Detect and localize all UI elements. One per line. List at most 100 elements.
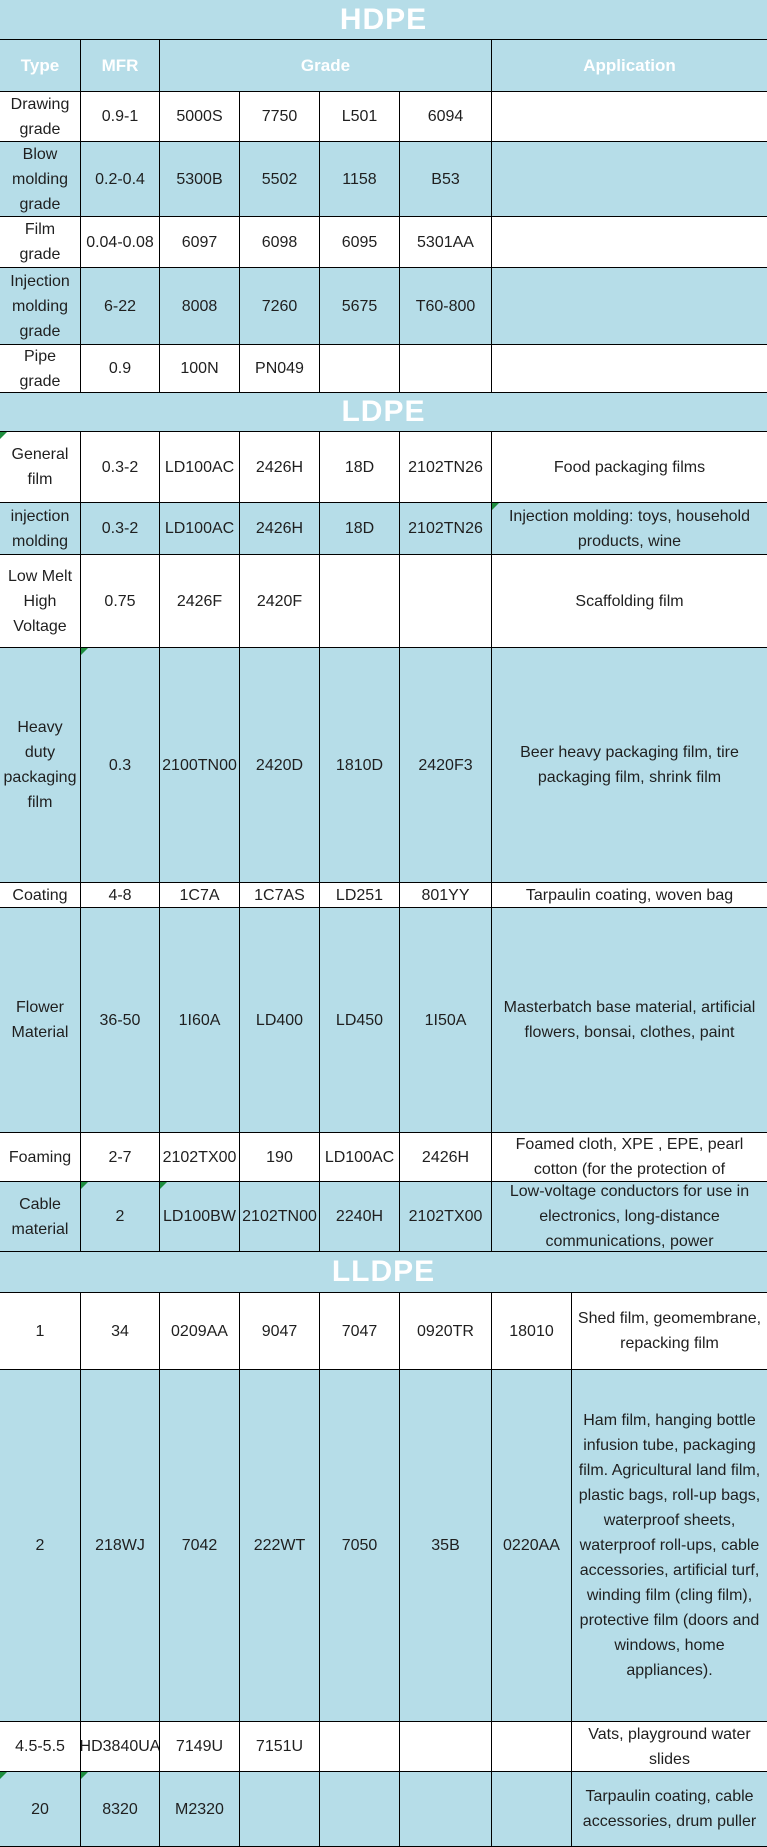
grade-cell: 6094 — [400, 92, 492, 142]
column-header-application: Application — [492, 40, 767, 92]
grade-cell: 2426F — [160, 555, 240, 648]
type-cell: Injection molding grade — [0, 268, 81, 345]
mfr-cell: 2-7 — [81, 1133, 160, 1182]
grade-cell — [240, 1772, 320, 1847]
grade-cell: L501 — [320, 92, 400, 142]
table-row: 2 218WJ 7042 222WT 7050 35B 0220AA Ham film, ha… — [0, 1370, 767, 1722]
grade-cell: 2102TX00 — [400, 1182, 492, 1252]
grade-cell — [320, 555, 400, 648]
application-cell: Low-voltage conductors for use in electr… — [492, 1182, 767, 1252]
grade-cell: 1C7A — [160, 883, 240, 908]
grade-cell: 6098 — [240, 217, 320, 268]
table-row: Heavy duty packaging film 0.3 2100TN00 2420… — [0, 648, 767, 883]
application-cell: Beer heavy packaging film, tire packagin… — [492, 648, 767, 883]
grade-cell — [492, 1772, 572, 1847]
application-cell: Food packaging films — [492, 432, 767, 503]
application-cell: Foamed cloth, XPE , EPE, pearl cotton (f… — [492, 1133, 767, 1182]
application-cell: Vats, playground water slides — [572, 1722, 767, 1772]
table-row: Coating 4-8 1C7A 1C7AS LD251 801YY Tarpaulin c… — [0, 883, 767, 908]
grade-cell: 222WT — [240, 1370, 320, 1722]
table-row: 4.5-5.5 HD3840UA 7149U 7151U Vats, playgroun… — [0, 1722, 767, 1772]
mfr-cell: 6-22 — [81, 268, 160, 345]
grade-cell: 7151U — [240, 1722, 320, 1772]
grade-cell: 5502 — [240, 142, 320, 217]
application-cell: Scaffolding film — [492, 555, 767, 648]
table-row: Low Melt High Voltage 0.75 2426F 2420F Scaff… — [0, 555, 767, 648]
type-cell: 1 — [0, 1293, 81, 1370]
type-cell: Foaming — [0, 1133, 81, 1182]
grade-cell: 0920TR — [400, 1293, 492, 1370]
mfr-cell: 0.75 — [81, 555, 160, 648]
table-row: Blow molding grade 0.2-0.4 5300B 5502 1158 B5… — [0, 142, 767, 217]
grade-cell — [400, 1772, 492, 1847]
grade-cell: 2420F3 — [400, 648, 492, 883]
type-cell: Film grade — [0, 217, 81, 268]
grade-cell — [400, 555, 492, 648]
column-header-mfr: MFR — [81, 40, 160, 92]
grade-cell: 1I60A — [160, 908, 240, 1133]
application-cell — [492, 345, 767, 393]
table-row: Injection molding grade 6-22 8008 7260 5675 T… — [0, 268, 767, 345]
grade-cell: 2426H — [240, 432, 320, 503]
mfr-cell: 218WJ — [81, 1370, 160, 1722]
section-title-lldpe: LLDPE — [0, 1252, 767, 1293]
table-row: 1 34 0209AA 9047 7047 0920TR 18010 Shed film, g… — [0, 1293, 767, 1370]
grade-cell: LD251 — [320, 883, 400, 908]
grade-cell: 7047 — [320, 1293, 400, 1370]
application-cell — [492, 268, 767, 345]
grade-cell: 2102TN26 — [400, 432, 492, 503]
grade-cell: 1810D — [320, 648, 400, 883]
grade-cell: 7042 — [160, 1370, 240, 1722]
application-cell: Shed film, geomembrane, repacking film — [572, 1293, 767, 1370]
type-cell: Flower Material — [0, 908, 81, 1133]
mfr-cell: 0.9 — [81, 345, 160, 393]
grade-cell: 7050 — [320, 1370, 400, 1722]
grade-cell — [400, 345, 492, 393]
grade-cell: 1C7AS — [240, 883, 320, 908]
table-row: injection molding 0.3-2 LD100AC 2426H 18D 210… — [0, 503, 767, 555]
mfr-cell: 4-8 — [81, 883, 160, 908]
grade-cell: 2102TN26 — [400, 503, 492, 555]
table-row: Flower Material 36-50 1I60A LD400 LD450 1I50A… — [0, 908, 767, 1133]
mfr-cell: 0.3-2 — [81, 503, 160, 555]
column-header-type: Type — [0, 40, 81, 92]
mfr-cell: 8320 — [81, 1772, 160, 1847]
type-cell: 20 — [0, 1772, 81, 1847]
grade-cell: 5000S — [160, 92, 240, 142]
grade-cell: 35B — [400, 1370, 492, 1722]
table-row: Drawing grade 0.9-1 5000S 7750 L501 6094 — [0, 92, 767, 142]
type-cell: 2 — [0, 1370, 81, 1722]
application-cell: Tarpaulin coating, woven bag — [492, 883, 767, 908]
grade-cell: 18D — [320, 503, 400, 555]
grade-cell: 5301AA — [400, 217, 492, 268]
grade-cell: LD100AC — [320, 1133, 400, 1182]
type-cell: Drawing grade — [0, 92, 81, 142]
grade-cell: LD400 — [240, 908, 320, 1133]
grade-cell: 2240H — [320, 1182, 400, 1252]
grade-cell: 18D — [320, 432, 400, 503]
mfr-cell: 34 — [81, 1293, 160, 1370]
mfr-cell: 0.9-1 — [81, 92, 160, 142]
grade-cell: 5300B — [160, 142, 240, 217]
table-row: 20 8320 M2320 Tarpaulin coating, cable acce… — [0, 1772, 767, 1847]
application-cell: Tarpaulin coating, cable accessories, dr… — [572, 1772, 767, 1847]
type-cell: Heavy duty packaging film — [0, 648, 81, 883]
grade-cell: 0209AA — [160, 1293, 240, 1370]
grade-cell: 9047 — [240, 1293, 320, 1370]
grade-cell: LD100BW — [160, 1182, 240, 1252]
grade-cell: 1158 — [320, 142, 400, 217]
mfr-cell: 0.3 — [81, 648, 160, 883]
grade-cell: 2102TN00 — [240, 1182, 320, 1252]
grade-cell: 6095 — [320, 217, 400, 268]
application-cell — [492, 92, 767, 142]
grade-cell: 6097 — [160, 217, 240, 268]
grade-cell: PN049 — [240, 345, 320, 393]
mfr-cell: 0.3-2 — [81, 432, 160, 503]
grade-cell: 100N — [160, 345, 240, 393]
section-title-hdpe: HDPE — [0, 0, 767, 40]
table-row: Foaming 2-7 2102TX00 190 LD100AC 2426H Foamed … — [0, 1133, 767, 1182]
application-cell — [492, 217, 767, 268]
mfr-cell: 0.04-0.08 — [81, 217, 160, 268]
grade-cell: 2100TN00 — [160, 648, 240, 883]
